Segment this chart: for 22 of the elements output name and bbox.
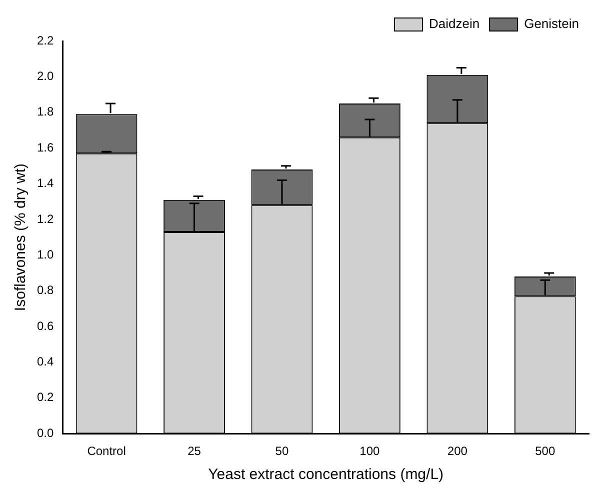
x-axis-title: Yeast extract concentrations (mg/L) [208, 466, 444, 484]
y-tick-label: 0.6 [36, 318, 54, 333]
x-tick-label: Control [87, 444, 126, 458]
y-axis-title: Isoflavones (% dry wt) [12, 164, 30, 312]
x-tick-label: 500 [535, 444, 556, 458]
y-tick-label: 2.2 [36, 33, 54, 48]
y-tick-label: 0.2 [36, 390, 54, 404]
y-tick-label: 0.8 [36, 283, 54, 298]
y-tick-label: 2.0 [36, 69, 54, 84]
legend-label: Genistein [524, 16, 579, 32]
y-tick-label: 1.0 [36, 247, 54, 262]
legend-label: Daidzein [428, 16, 480, 32]
y-tick-label: 1.8 [36, 104, 54, 119]
y-tick-label: 1.6 [36, 140, 54, 154]
x-tick-label: 200 [447, 444, 468, 458]
y-tick-label: 0.4 [36, 354, 54, 369]
y-tick-label: 0.0 [36, 426, 54, 440]
x-tick-label: 25 [188, 444, 202, 458]
y-tick-label: 1.4 [36, 176, 54, 190]
x-tick-label: 50 [275, 444, 289, 458]
x-tick-label: 100 [360, 444, 380, 458]
y-tick-label: 1.2 [36, 212, 54, 226]
